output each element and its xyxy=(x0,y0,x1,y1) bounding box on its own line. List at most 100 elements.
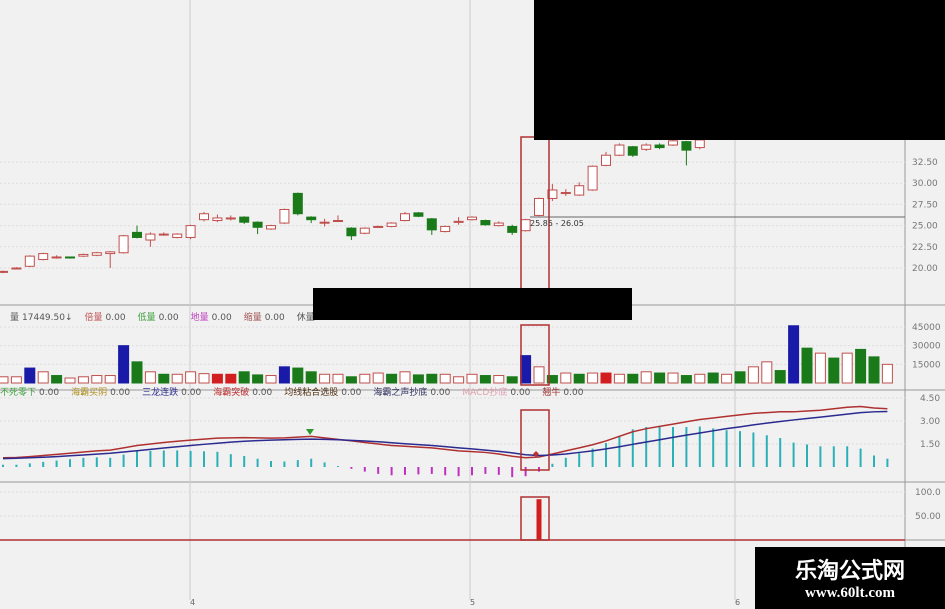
candle-body xyxy=(292,192,303,215)
volume-bar xyxy=(546,375,558,384)
candle-body xyxy=(11,267,22,270)
legend-label: 休量 xyxy=(296,313,315,323)
volume-bar xyxy=(252,374,264,384)
volume-bar xyxy=(0,376,9,384)
candle-body xyxy=(346,227,357,237)
candle-body xyxy=(694,139,705,149)
volume-bar xyxy=(587,372,599,384)
candle-body xyxy=(681,141,692,151)
volume-tick-label: 30000 xyxy=(912,342,941,352)
legend-label: 量 xyxy=(10,313,20,323)
candle-body xyxy=(507,225,518,233)
candle-body xyxy=(467,216,477,221)
legend-label: 倍量 xyxy=(84,313,103,323)
volume-bar xyxy=(613,373,625,384)
volume-bar xyxy=(654,372,666,384)
signal-diamond-icon xyxy=(533,451,539,457)
volume-bar xyxy=(412,374,424,384)
candle-body xyxy=(614,144,625,156)
price-tick-label: 22.50 xyxy=(912,243,938,253)
legend-value: 0.00 xyxy=(158,313,179,323)
volume-bar xyxy=(399,371,411,384)
candle-body xyxy=(38,253,49,261)
highlight-box xyxy=(520,496,550,541)
candle-body xyxy=(319,221,330,224)
volume-bar xyxy=(158,373,170,384)
volume-bar xyxy=(640,371,652,384)
x-tick-label: 4 xyxy=(190,598,196,607)
legend-label: 缩量 xyxy=(243,313,262,323)
volume-bar xyxy=(292,367,304,384)
volume-bar xyxy=(881,363,893,384)
volume-bar xyxy=(721,373,733,384)
volume-bar xyxy=(855,348,867,384)
volume-bar xyxy=(198,373,210,384)
candle-body xyxy=(453,220,464,223)
volume-bar xyxy=(265,375,277,384)
volume-bar xyxy=(332,373,344,384)
legend-value: 0.00 xyxy=(39,388,60,398)
candle-body xyxy=(413,212,424,217)
legend-label: MACD抄底 xyxy=(462,388,508,398)
legend-value: 0.00 xyxy=(181,388,202,398)
volume-bar xyxy=(439,373,451,384)
candle-body xyxy=(574,185,585,196)
candle-body xyxy=(118,235,129,254)
candle-body xyxy=(333,220,343,223)
volume-bar xyxy=(801,347,813,384)
x-tick-label: 6 xyxy=(735,598,741,607)
candle-body xyxy=(520,219,531,232)
watermark-title: 乐淘公式网 xyxy=(794,558,905,584)
legend-item: 海霸之声抄底 0.00 xyxy=(373,388,456,398)
volume-bar xyxy=(131,361,143,384)
volume-bar xyxy=(64,377,76,384)
volume-bar xyxy=(828,357,840,384)
volume-bar xyxy=(667,372,679,384)
volume-tick-label: 45000 xyxy=(912,323,941,333)
volume-bar xyxy=(185,371,197,384)
price-tick-label: 20.00 xyxy=(912,264,938,274)
candle-body xyxy=(185,225,196,238)
candle-body xyxy=(279,208,290,224)
volume-bar xyxy=(453,376,465,384)
volume-bar xyxy=(278,366,290,384)
candle-body xyxy=(534,197,544,216)
volume-bar xyxy=(734,371,746,384)
candle-body xyxy=(225,217,236,220)
legend-item: 低量 0.00 xyxy=(138,313,185,323)
redaction-box xyxy=(313,288,632,320)
candle-body xyxy=(440,225,451,233)
volume-bar xyxy=(761,361,773,384)
price-tick-label: 25.00 xyxy=(912,222,938,232)
legend-value: 0.00 xyxy=(341,388,362,398)
legend-label: 均线粘合选股 xyxy=(284,388,339,398)
volume-bar xyxy=(305,371,317,384)
volume-bar xyxy=(37,371,49,384)
volume-bar xyxy=(372,372,384,384)
signal-legend: 不死零下 0.00 海霸买阴 0.00 三龙连跌 0.00 海霸突破 0.00 均线粘合选股 0.… xyxy=(0,385,595,398)
legend-item: 量 17449.50↓ xyxy=(10,313,79,323)
volume-bar xyxy=(171,373,183,384)
candle-body xyxy=(359,227,370,234)
price-tick-label: 30.00 xyxy=(912,179,938,189)
volume-bar xyxy=(319,373,331,384)
price-range-annotation: 25.85 - 26.05 xyxy=(530,219,584,228)
candle-body xyxy=(105,251,116,255)
volume-bar xyxy=(841,352,853,384)
candle-body xyxy=(560,192,571,195)
volume-bar xyxy=(788,325,800,384)
candle-body xyxy=(373,225,384,228)
candle-body xyxy=(386,222,397,227)
volume-bar xyxy=(747,366,759,384)
legend-value: 0.00 xyxy=(211,313,232,323)
legend-value: 0.00 xyxy=(563,388,584,398)
volume-bar xyxy=(573,373,585,384)
legend-value: 0.00 xyxy=(252,388,273,398)
volume-bar xyxy=(868,356,880,384)
redaction-box xyxy=(534,0,945,140)
highlight-box xyxy=(520,324,550,386)
green-arrow-icon xyxy=(306,429,314,435)
candle-body xyxy=(306,216,317,221)
dea-line xyxy=(2,410,888,460)
